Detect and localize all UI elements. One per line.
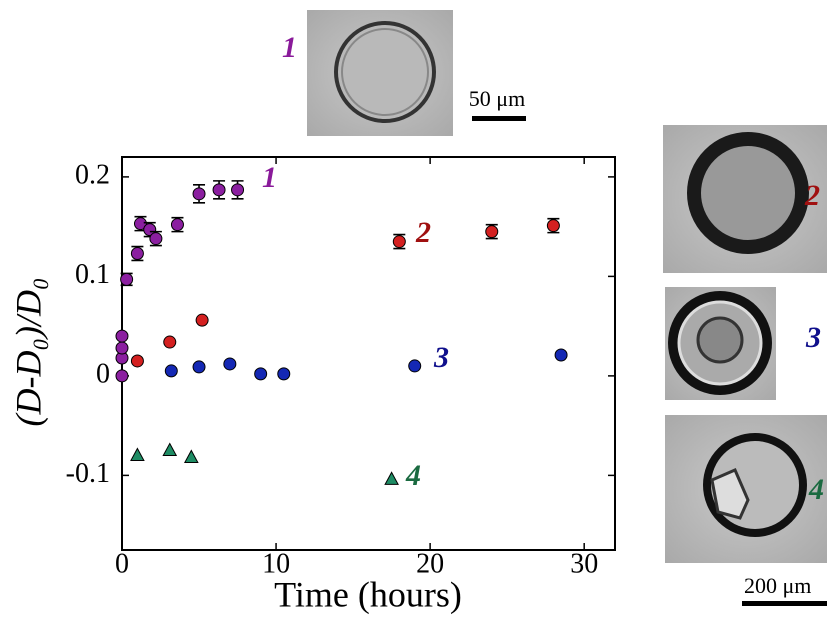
y-tick-label: -0.1 — [66, 458, 110, 489]
point — [554, 348, 568, 362]
point — [277, 367, 291, 381]
point — [183, 449, 199, 463]
point — [115, 341, 129, 355]
point — [133, 217, 147, 231]
inset-label: 3 — [805, 321, 821, 354]
x-tick-label: 10 — [262, 548, 290, 579]
point — [223, 357, 237, 371]
plot-frame — [121, 156, 616, 551]
y-tick-label: 0.2 — [75, 159, 110, 190]
x-axis-label: Time (hours) — [274, 574, 462, 614]
point — [546, 219, 560, 233]
scale-bar-label: 200 μm — [744, 573, 811, 598]
y-axis-label: (D-D₀)/D₀ — [8, 278, 48, 427]
point — [115, 369, 129, 383]
point — [149, 232, 163, 246]
point — [254, 367, 268, 381]
series-label: 2 — [415, 216, 431, 249]
series-label: 1 — [262, 161, 277, 194]
series-label: 4 — [405, 459, 421, 492]
point — [120, 272, 134, 286]
point — [162, 442, 178, 457]
point — [192, 360, 206, 374]
point — [384, 471, 399, 485]
scale-bar-label: 50 μm — [469, 86, 525, 111]
inset-label: 1 — [282, 31, 297, 64]
point — [485, 225, 499, 239]
point — [195, 313, 209, 327]
inset-images — [307, 10, 827, 606]
y-tick-label: 0 — [96, 358, 110, 389]
point — [143, 223, 157, 237]
x-tick-label: 20 — [416, 548, 444, 579]
point — [130, 247, 144, 261]
point — [231, 183, 245, 197]
point — [164, 364, 178, 378]
point — [130, 447, 145, 461]
point — [408, 359, 422, 373]
series-label: 3 — [433, 341, 449, 374]
inset-label: 2 — [804, 179, 820, 212]
y-tick-label: 0.1 — [75, 259, 110, 290]
point — [192, 187, 206, 201]
inset-label: 4 — [808, 473, 824, 506]
point — [170, 218, 184, 232]
point — [163, 335, 177, 349]
x-tick-label: 30 — [570, 548, 598, 579]
x-tick-label: 0 — [115, 548, 129, 579]
point — [392, 235, 406, 249]
point — [115, 329, 129, 343]
point — [212, 183, 226, 197]
point — [130, 354, 144, 368]
